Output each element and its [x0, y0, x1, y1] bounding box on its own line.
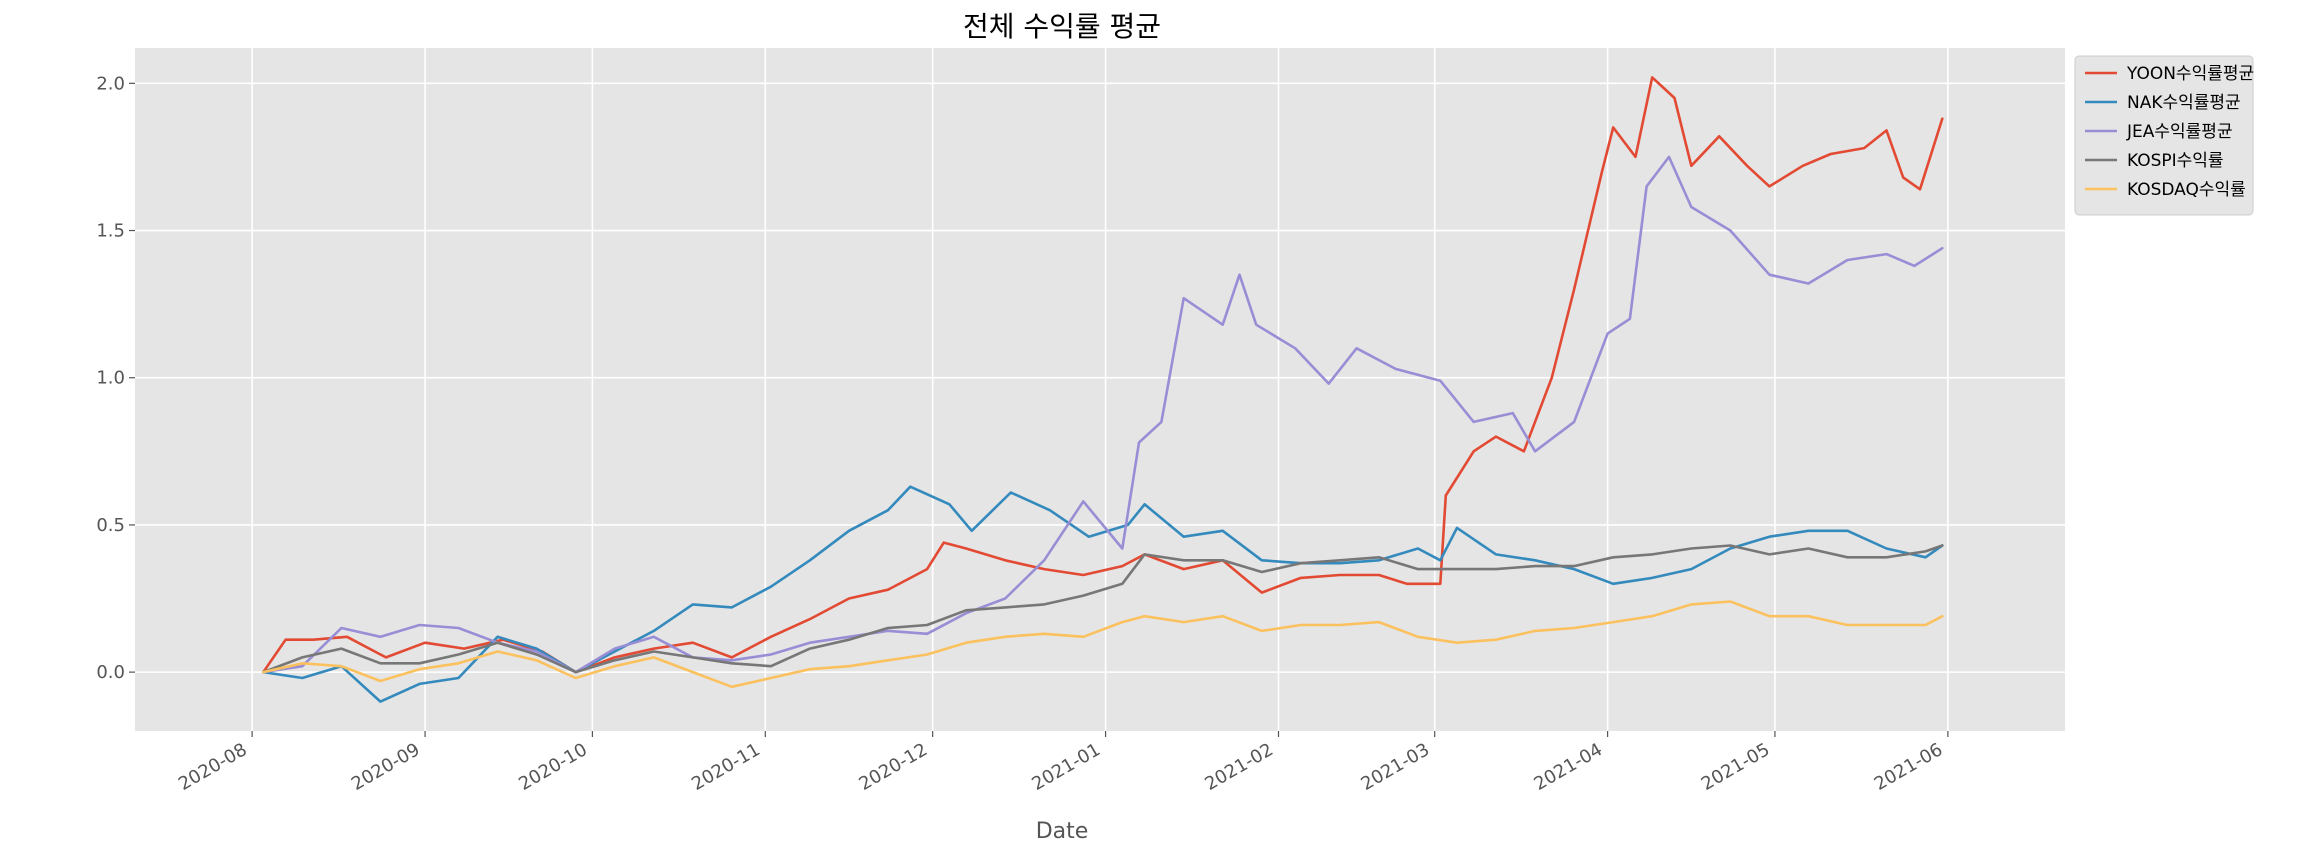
x-axis-ticks: 2020-08 2020-09 2020-10 2020-11 2020-12 2021-… [175, 731, 1949, 795]
legend-entry-label: NAK수익률평균 [2127, 93, 2241, 113]
x-tick-label: 2021-03 [1358, 739, 1434, 795]
chart-title: 전체 수익률 평균 [963, 10, 1161, 43]
series-line-3 [261, 544, 1944, 674]
x-tick-label: 2021-01 [1028, 739, 1104, 795]
y-tick-label: 2.0 [96, 73, 125, 94]
legend-entry-label: JEA수익률평균 [2126, 122, 2233, 142]
y-tick-label: 0.0 [96, 662, 125, 683]
legend: YOON수익률평균 NAK수익률평균 JEA수익률평균 KOSPI수익률 KOSDAQ수… [2074, 55, 2254, 216]
series-line-4 [261, 600, 1944, 689]
x-tick-label: 2021-06 [1871, 739, 1947, 795]
legend-entry-label: YOON수익률평균 [2126, 64, 2254, 84]
y-axis-ticks: 0.0 0.5 1.0 1.5 2.0 [96, 73, 135, 683]
series-line-2 [261, 155, 1944, 674]
y-tick-label: 1.0 [96, 368, 125, 389]
series-lines [261, 76, 1944, 703]
x-tick-label: 2021-04 [1530, 739, 1606, 795]
x-tick-label: 2020-12 [856, 739, 932, 795]
y-tick-label: 1.5 [96, 221, 125, 242]
x-tick-label: 2020-10 [515, 739, 591, 795]
legend-entry-label: KOSDAQ수익률 [2127, 180, 2246, 200]
x-tick-label: 2020-08 [175, 739, 251, 795]
x-tick-label: 2021-05 [1698, 739, 1774, 795]
x-tick-label: 2020-09 [348, 739, 424, 795]
x-tick-label: 2021-02 [1201, 739, 1277, 795]
legend-box [2074, 55, 2254, 216]
y-tick-label: 0.5 [96, 515, 125, 536]
x-tick-label: 2020-11 [688, 739, 764, 795]
legend-entry-label: KOSPI수익률 [2127, 151, 2224, 171]
grid-lines [135, 48, 2065, 731]
x-axis-label: Date [1036, 819, 1089, 844]
